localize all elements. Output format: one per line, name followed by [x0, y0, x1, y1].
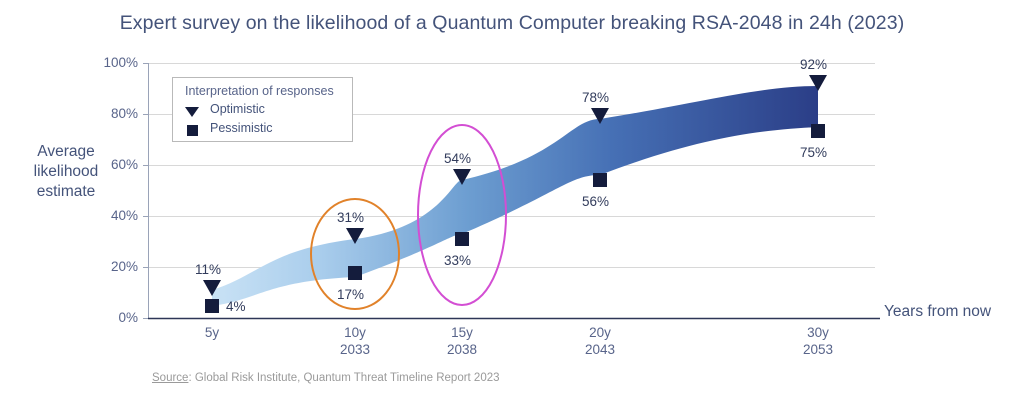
orange-ellipse-annotation	[310, 198, 400, 310]
x-tick-15y-label: 15y	[451, 325, 473, 340]
likelihood-band	[212, 86, 818, 306]
y-tick-20: 20%	[110, 259, 138, 274]
series-optimistic-markers	[203, 75, 827, 296]
series-pessimistic-markers	[205, 124, 825, 313]
triangle-down-icon	[185, 107, 199, 117]
legend: Interpretation of responses Optimistic P…	[172, 77, 353, 142]
y-tick-0: 0%	[118, 310, 138, 325]
source-note-text: : Global Risk Institute, Quantum Threat …	[188, 372, 500, 384]
source-note-prefix: Source	[152, 372, 189, 384]
point-label-optimistic-30y: 92%	[800, 57, 828, 72]
x-tick-10y: 10y 2033	[310, 325, 400, 357]
point-label-pessimistic-30y: 75%	[800, 145, 828, 160]
y-tick-80: 80%	[110, 106, 138, 121]
x-tick-20y: 20y 2043	[555, 325, 645, 357]
x-tick-15y: 15y 2038	[417, 325, 507, 357]
x-axis-label: Years from now	[884, 303, 992, 320]
y-tick-marks	[143, 63, 148, 319]
x-tick-5y-label: 5y	[204, 325, 220, 340]
x-tick-15y-year: 2038	[446, 342, 478, 357]
legend-item-pessimistic-label: Pessimistic	[210, 121, 273, 135]
y-axis-label: Average likelihood estimate	[33, 143, 99, 200]
chart-title: Expert survey on the likelihood of a Qua…	[119, 12, 905, 34]
x-tick-10y-label: 10y	[344, 325, 366, 340]
x-tick-20y-year: 2043	[584, 342, 616, 357]
x-tick-10y-year: 2033	[339, 342, 371, 357]
point-label-pessimistic-5y: 4%	[226, 299, 246, 314]
square-icon	[187, 125, 198, 136]
legend-title: Interpretation of responses	[185, 84, 334, 98]
source-note: Source: Global Risk Institute, Quantum T…	[152, 372, 500, 384]
y-tick-100: 100%	[103, 55, 138, 70]
y-tick-40: 40%	[110, 208, 138, 223]
point-label-pessimistic-20y: 56%	[582, 194, 610, 209]
x-tick-30y: 30y 2053	[773, 325, 863, 357]
y-tick-60: 60%	[110, 157, 138, 172]
x-tick-30y-year: 2053	[802, 342, 834, 357]
magenta-ellipse-annotation	[417, 124, 507, 306]
point-label-optimistic-15y: 54%	[444, 151, 472, 166]
point-label-pessimistic-15y: 33%	[444, 253, 472, 268]
point-label-optimistic-10y: 31%	[337, 210, 365, 225]
x-tick-30y-label: 30y	[807, 325, 829, 340]
legend-item-optimistic-label: Optimistic	[210, 102, 265, 116]
point-label-optimistic-5y: 11%	[195, 262, 222, 277]
point-label-pessimistic-10y: 17%	[337, 287, 365, 302]
x-tick-5y: 5y	[167, 325, 257, 342]
x-tick-20y-label: 20y	[589, 325, 611, 340]
point-label-optimistic-20y: 78%	[582, 90, 610, 105]
